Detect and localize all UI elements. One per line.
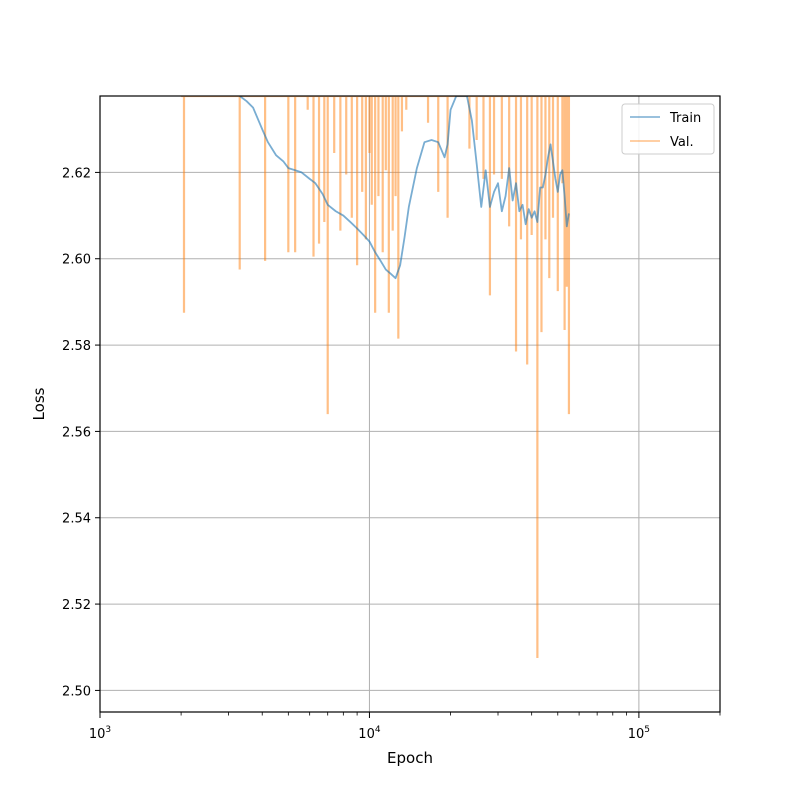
legend-val-label: Val. xyxy=(670,135,694,150)
x-tick-label: 103 xyxy=(89,725,111,742)
y-tick-label: 2.60 xyxy=(62,253,91,268)
legend-train-label: Train xyxy=(669,111,701,126)
y-tick-label: 2.54 xyxy=(62,512,91,527)
legend: Train Val. xyxy=(621,103,715,155)
y-tick-label: 2.56 xyxy=(62,425,91,440)
y-axis-label: Loss xyxy=(30,387,48,420)
y-tick-label: 2.62 xyxy=(62,166,91,181)
series-train-line xyxy=(239,96,570,280)
series-val-line xyxy=(181,96,571,659)
series-layer xyxy=(181,96,571,659)
y-tick-label: 2.52 xyxy=(62,598,91,613)
y-tick-label: 2.58 xyxy=(62,339,91,354)
y-tick-label: 2.50 xyxy=(62,684,91,699)
axes: 2.50 2.52 2.54 2.56 2.58 2.60 2.62 103 104 105 xyxy=(62,166,721,742)
plot-area xyxy=(181,96,571,659)
x-axis-label: Epoch xyxy=(387,749,433,767)
grid xyxy=(100,96,720,712)
x-tick-label: 105 xyxy=(628,725,650,742)
x-tick-label: 104 xyxy=(358,725,381,742)
plot-frame xyxy=(99,95,721,713)
